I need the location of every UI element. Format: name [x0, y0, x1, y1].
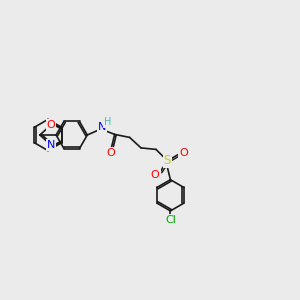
Text: H: H — [104, 117, 111, 128]
Text: N: N — [98, 122, 106, 132]
Text: O: O — [151, 170, 160, 180]
Text: N: N — [47, 140, 55, 150]
Text: O: O — [106, 148, 116, 158]
Text: O: O — [179, 148, 188, 158]
Text: O: O — [46, 120, 56, 130]
Text: Cl: Cl — [165, 215, 176, 225]
Text: S: S — [164, 154, 171, 167]
